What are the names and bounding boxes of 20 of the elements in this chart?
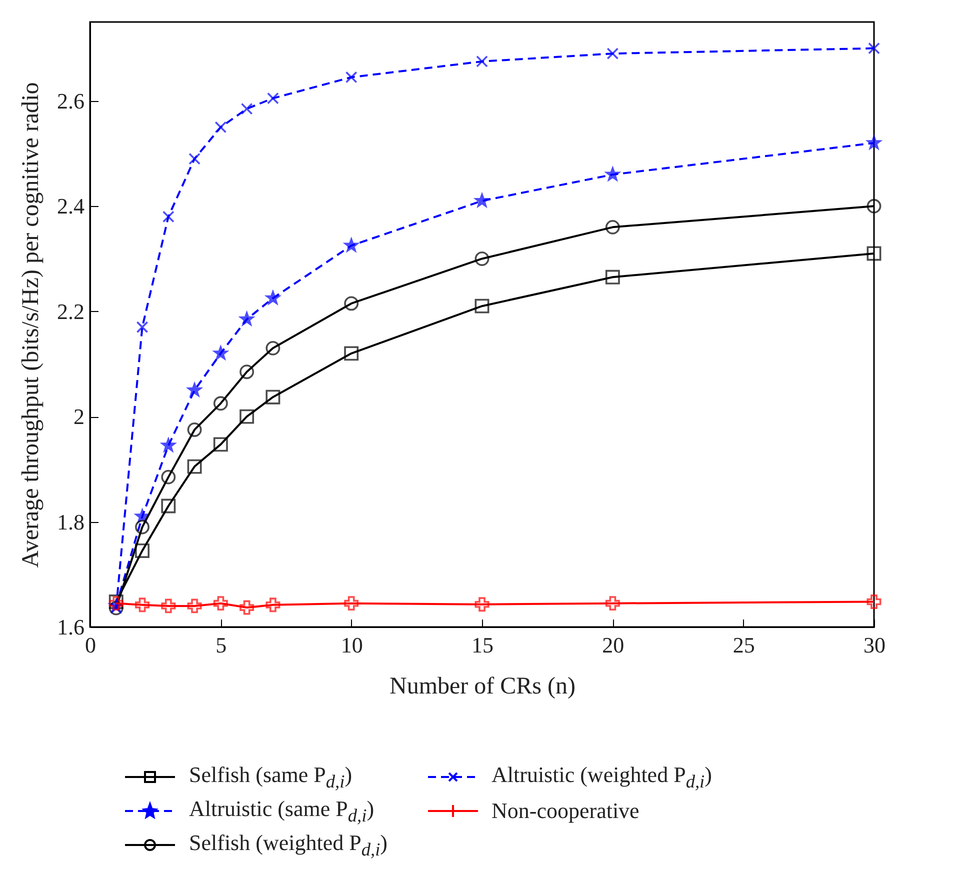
y-tick-label: 1.8 — [57, 509, 84, 534]
legend-label: Altruistic (weighted P$_{d,i}$) — [492, 762, 712, 792]
x-tick-label: 5 — [216, 632, 227, 658]
x-tick-label: 20 — [602, 632, 624, 658]
y-tick-label: 2.4 — [57, 194, 84, 219]
y-tick-label: 2.6 — [57, 88, 84, 114]
x-tick-label: 25 — [732, 632, 755, 658]
legend-label: Selfish (same P$_{d,i}$) — [189, 762, 352, 792]
y-tick-label: 2.2 — [57, 298, 84, 324]
x-tick-label: 15 — [472, 632, 494, 658]
y-tick-label: 2 — [74, 404, 84, 430]
x-tick-label: 30 — [864, 632, 886, 658]
x-tick-label: 0 — [85, 632, 96, 658]
x-axis-title: Number of CRs (n) — [390, 674, 576, 700]
legend-label: Selfish (weighted P$_{d,i}$) — [189, 830, 388, 860]
legend-label: Altruistic (same P$_{d,i}$) — [189, 796, 374, 826]
x-tick-label: 10 — [340, 632, 363, 658]
y-axis-title: Average throughput (bits/s/Hz) per cognitive radio — [18, 82, 44, 568]
legend-label: Non-cooperative — [492, 798, 640, 824]
y-tick-label: 1.6 — [57, 614, 84, 640]
